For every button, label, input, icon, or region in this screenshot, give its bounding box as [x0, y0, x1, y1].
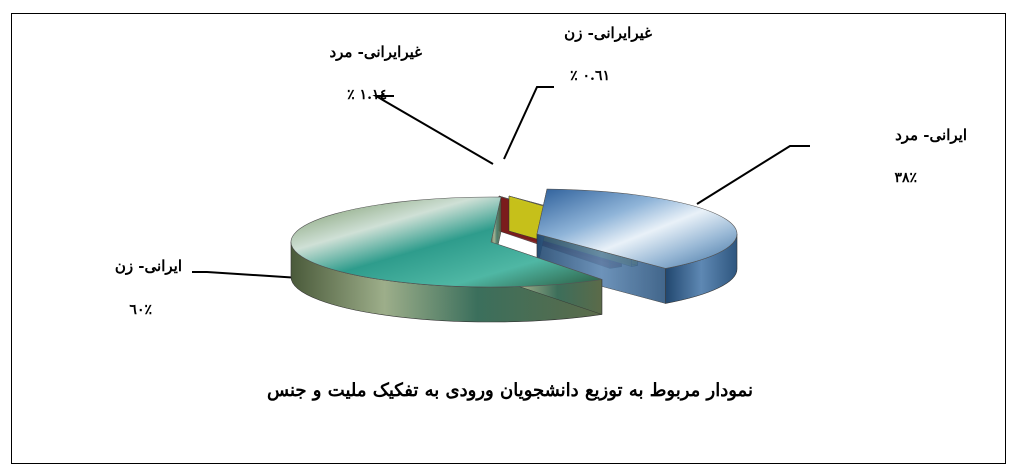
pie-slices [290, 188, 738, 323]
leader-line-foreign-women [503, 86, 554, 160]
percent-iranian-women: ٦۰٪ [129, 302, 152, 318]
label-foreign-women: غیرایرانی- زن [564, 24, 652, 42]
leader-line-iranian-women [192, 271, 331, 281]
chart-frame: غیرایرانی- زن ٪ ۰.٦۱ غیرایرانی- مرد ٪ ۱.… [11, 13, 1006, 464]
slice-iranian-women [290, 196, 602, 288]
chart-title: نمودار مربوط به توزیع دانشجویان ورودی به… [267, 380, 753, 401]
label-iranian-men: ایرانی- مرد [895, 126, 967, 144]
slice-iranian-men [536, 188, 738, 269]
label-iranian-women: ایرانی- زن [115, 257, 182, 275]
leader-line-foreign-men [372, 95, 494, 165]
label-foreign-men: غیرایرانی- مرد [329, 43, 422, 61]
percent-iranian-men: ۳۸٪ [894, 170, 917, 186]
percent-foreign-women: ٪ ۰.٦۱ [570, 68, 610, 84]
percent-foreign-men: ٪ ۱.۱٤ [347, 87, 387, 103]
pie-chart: غیرایرانی- زن ٪ ۰.٦۱ غیرایرانی- مرد ٪ ۱.… [115, 24, 967, 401]
leader-line-iranian-men [696, 145, 810, 205]
